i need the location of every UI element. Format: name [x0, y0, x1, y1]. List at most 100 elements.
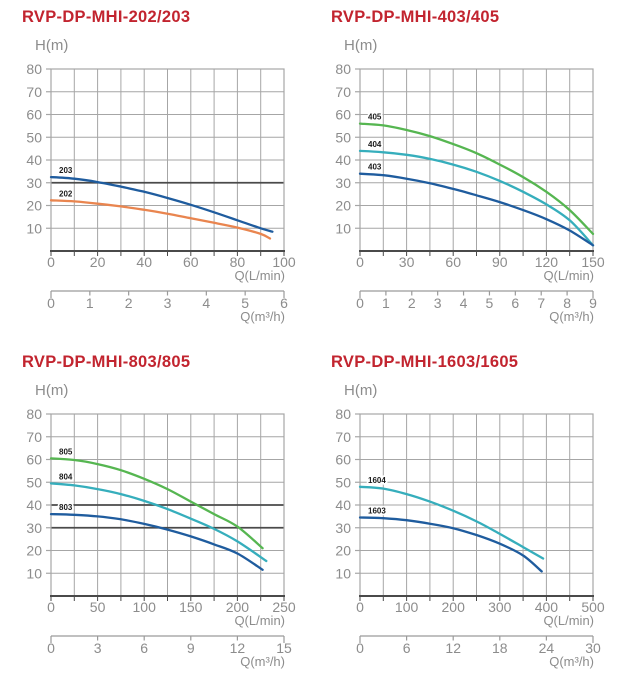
y-tick-label: 30: [26, 175, 42, 191]
series-label-803: 803: [59, 503, 73, 512]
chart-title: RVP-DP-MHI-202/203: [22, 8, 191, 26]
y-tick-label: 10: [335, 220, 351, 236]
x-tick-label: 100: [395, 599, 419, 615]
y-tick-label: 40: [26, 497, 42, 513]
grid: [359, 414, 594, 596]
x2-tick-label: 6: [403, 640, 411, 656]
curve-203: [49, 175, 274, 233]
y-axis: 10 20 30 40 50 60 70 80: [335, 406, 360, 581]
y-axis-label: H(m): [344, 37, 378, 54]
y-tick-label: 60: [26, 452, 42, 468]
y-tick-label: 80: [26, 406, 42, 422]
y-tick-label: 40: [335, 497, 351, 513]
x2-tick-label: 2: [408, 295, 416, 311]
x-tick-label: 0: [47, 599, 55, 615]
x2-tick-label: 7: [537, 295, 545, 311]
pump-performance-chart: 0 50 100 150 200 250Q(L/min)10203040506070808…: [26, 406, 296, 669]
x-tick-label: 40: [136, 254, 152, 270]
series-label-805: 805: [59, 447, 73, 456]
curve-1604: [358, 485, 545, 560]
x2-tick-label: 4: [202, 295, 210, 311]
x2-tick-label: 3: [94, 640, 102, 656]
x-tick-label: 400: [535, 599, 559, 615]
curves: 405 404 403: [358, 111, 595, 247]
pump-performance-chart: 0 100 200 300 400 500Q(L/min)1020304050607080…: [335, 406, 605, 669]
x2-tick-label: 6: [511, 295, 519, 311]
y-tick-label: 10: [26, 220, 42, 236]
y-tick-label: 50: [335, 474, 351, 490]
y-tick-label: 70: [26, 84, 42, 100]
series-label-405: 405: [368, 113, 382, 122]
secondary-x-axis: 0 3 6 9 12 15Q(m³/h): [47, 635, 292, 669]
x-tick-label: 100: [133, 599, 157, 615]
series-label-804: 804: [59, 472, 73, 481]
x2-tick-label: 0: [356, 295, 364, 311]
y-tick-label: 20: [26, 543, 42, 559]
chart-title: RVP-DP-MHI-403/405: [331, 8, 500, 26]
curve-804: [49, 482, 268, 563]
curve-405: [358, 122, 595, 236]
x-tick-label: 0: [356, 599, 364, 615]
x-tick-label: 20: [90, 254, 106, 270]
x2-tick-label: 5: [486, 295, 494, 311]
pump-performance-chart: 0 20 40 60 80 100Q(L/min)10203040506070802032…: [26, 61, 296, 324]
y-tick-label: 30: [335, 520, 351, 536]
x-axis-unit-label: Q(L/min): [543, 268, 594, 283]
y-tick-label: 60: [26, 107, 42, 123]
y-tick-label: 20: [335, 543, 351, 559]
chart-panel-1603-1605: RVP-DP-MHI-1603/1605 H(m) 0 100 200 300 400 5…: [309, 345, 617, 690]
x-axis-unit-label: Q(L/min): [234, 268, 285, 283]
y-tick-label: 70: [335, 84, 351, 100]
secondary-x-axis: 0 1 2 3 4 5 6Q(m³/h): [47, 290, 288, 324]
chart-panel-403-405: RVP-DP-MHI-403/405 H(m) 0 30 60 90 120 150 Q(L…: [309, 0, 617, 345]
x-tick-label: 100: [272, 254, 296, 270]
y-tick-label: 40: [335, 152, 351, 168]
x-tick-label: 200: [442, 599, 466, 615]
curve-403: [358, 172, 595, 247]
grid: [50, 414, 285, 596]
x2-tick-label: 1: [86, 295, 94, 311]
series-label-1604: 1604: [368, 476, 386, 485]
x2-tick-label: 18: [492, 640, 508, 656]
x2-tick-label: 6: [280, 295, 288, 311]
y-tick-label: 50: [26, 129, 42, 145]
x2-tick-label: 30: [585, 640, 601, 656]
x-tick-label: 120: [535, 254, 559, 270]
pump-performance-chart: 0 30 60 90 120 150Q(L/min)1020304050607080405…: [335, 61, 605, 324]
x-tick-label: 0: [47, 254, 55, 270]
x-tick-label: 50: [90, 599, 106, 615]
y-tick-label: 30: [26, 520, 42, 536]
series-label-203: 203: [59, 166, 73, 175]
x2-axis-unit-label: Q(m³/h): [240, 654, 285, 669]
x2-tick-label: 12: [445, 640, 461, 656]
x2-axis-unit-label: Q(m³/h): [549, 309, 594, 324]
x2-tick-label: 15: [276, 640, 292, 656]
curve-202: [49, 199, 272, 240]
x2-tick-label: 4: [460, 295, 468, 311]
x-tick-label: 80: [230, 254, 246, 270]
curve-1603: [358, 516, 543, 573]
secondary-x-axis: 0 1 2 3 4 5 6 7 8 9Q(m³/h): [356, 290, 597, 324]
y-axis: 10 20 30 40 50 60 70 80: [335, 61, 360, 236]
x2-tick-label: 3: [434, 295, 442, 311]
curve-805: [49, 457, 264, 550]
x2-tick-label: 3: [164, 295, 172, 311]
series-label-404: 404: [368, 140, 382, 149]
x-tick-label: 150: [581, 254, 605, 270]
x-tick-label: 150: [179, 599, 203, 615]
x2-tick-label: 5: [241, 295, 249, 311]
y-tick-label: 80: [26, 61, 42, 77]
curves: 1604 1603: [358, 474, 545, 573]
x2-tick-label: 9: [589, 295, 597, 311]
x2-axis-unit-label: Q(m³/h): [240, 309, 285, 324]
x2-tick-label: 0: [356, 640, 364, 656]
x2-tick-label: 0: [47, 295, 55, 311]
y-axis: 10 20 30 40 50 60 70 80: [26, 406, 51, 581]
x-axis-unit-label: Q(L/min): [543, 613, 594, 628]
y-tick-label: 60: [335, 452, 351, 468]
y-tick-label: 10: [335, 565, 351, 581]
